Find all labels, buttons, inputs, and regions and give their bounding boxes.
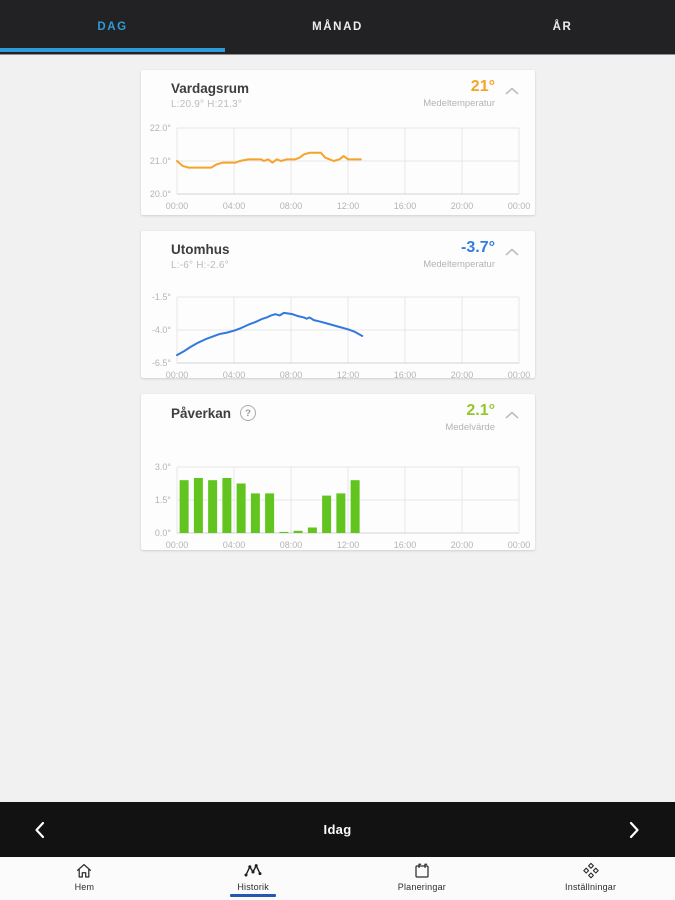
chevron-up-icon[interactable] — [505, 407, 519, 419]
average-value-label: Medeltemperatur — [423, 259, 495, 270]
average-value-label: Medeltemperatur — [423, 98, 495, 109]
chevron-right-icon — [629, 821, 639, 838]
chevron-up-icon[interactable] — [505, 244, 519, 256]
tab-dag[interactable]: DAG — [0, 0, 225, 54]
svg-text:00:00: 00:00 — [508, 370, 531, 380]
day-selector-bar: Idag — [0, 802, 675, 857]
tab-manad-label: MÅNAD — [312, 21, 363, 33]
tab-ar-label: ÅR — [552, 21, 573, 33]
nav-item-planeringar[interactable]: Planeringar — [338, 861, 507, 897]
next-day-button[interactable] — [629, 821, 641, 839]
nav-label: Inställningar — [565, 882, 617, 892]
svg-text:-4.0°: -4.0° — [152, 325, 172, 335]
svg-text:16:00: 16:00 — [394, 540, 417, 550]
settings-icon — [582, 862, 599, 879]
svg-text:08:00: 08:00 — [280, 540, 303, 550]
svg-text:00:00: 00:00 — [166, 201, 189, 211]
svg-text:16:00: 16:00 — [394, 201, 417, 211]
svg-text:04:00: 04:00 — [223, 370, 246, 380]
svg-text:04:00: 04:00 — [223, 540, 246, 550]
card-title-row: Påverkan ? — [171, 405, 257, 421]
svg-text:00:00: 00:00 — [508, 201, 531, 211]
chevron-up-icon[interactable] — [505, 83, 519, 95]
card-utomhus: Utomhus L:-6° H:-2.6° -3.7° Medeltempera… — [141, 231, 535, 380]
previous-day-button[interactable] — [34, 821, 46, 839]
average-value: 21° — [470, 78, 495, 95]
card-summary: 2.1° Medelvärde — [445, 402, 495, 433]
paverkan-chart: 00:00 04:00 08:00 12:00 16:00 20:00 00:00 3.0° 1… — [143, 461, 533, 562]
utomhus-chart: 00:00 04:00 08:00 12:00 16:00 20:00 00:00 -1.5°… — [143, 291, 533, 392]
svg-text:20:00: 20:00 — [451, 540, 474, 550]
help-icon[interactable]: ? — [240, 405, 257, 421]
nav-active-underline — [399, 894, 445, 897]
nav-label: Hem — [74, 882, 95, 892]
average-value-label: Medelvärde — [445, 422, 495, 433]
svg-text:04:00: 04:00 — [223, 201, 246, 211]
tab-manad[interactable]: MÅNAD — [225, 0, 450, 54]
average-value: 2.1° — [466, 402, 495, 419]
nav-item-hem[interactable]: Hem — [0, 861, 169, 897]
home-icon — [77, 863, 92, 878]
svg-text:20:00: 20:00 — [451, 201, 474, 211]
card-title: Vardagsrum — [171, 81, 250, 96]
card-summary: 21° Medeltemperatur — [423, 78, 495, 109]
nav-item-installningar[interactable]: Inställningar — [506, 861, 675, 897]
card-low-high: L:-6° H:-2.6° — [171, 260, 229, 271]
svg-text:12:00: 12:00 — [337, 370, 360, 380]
svg-text:1.5°: 1.5° — [155, 495, 172, 505]
card-paverkan: Påverkan ? 2.1° Medelvärde 00:00 04:00 08:… — [141, 394, 535, 550]
activity-icon — [244, 864, 262, 877]
svg-text:20:00: 20:00 — [451, 370, 474, 380]
nav-active-underline — [568, 894, 614, 897]
current-day-label: Idag — [323, 822, 352, 837]
card-low-high: L:20.9° H:21.3° — [171, 99, 243, 110]
tab-ar[interactable]: ÅR — [450, 0, 675, 54]
calendar-icon — [415, 863, 429, 878]
chevron-left-icon — [35, 821, 45, 838]
svg-text:00:00: 00:00 — [508, 540, 531, 550]
nav-label: Historik — [237, 882, 269, 892]
nav-active-underline — [230, 894, 277, 897]
nav-item-historik[interactable]: Historik — [169, 861, 338, 897]
card-title: Påverkan — [171, 405, 232, 421]
svg-text:08:00: 08:00 — [280, 370, 303, 380]
vardagsrum-chart: 00:00 04:00 08:00 12:00 16:00 20:00 00:00 22.0°… — [143, 122, 533, 223]
card-title: Utomhus — [171, 242, 230, 257]
card-summary: -3.7° Medeltemperatur — [423, 239, 495, 270]
svg-text:21.0°: 21.0° — [150, 156, 172, 166]
svg-text:00:00: 00:00 — [166, 540, 189, 550]
svg-text:08:00: 08:00 — [280, 201, 303, 211]
svg-text:-6.5°: -6.5° — [152, 358, 172, 368]
nav-label: Planeringar — [397, 882, 446, 892]
average-value: -3.7° — [461, 239, 495, 256]
svg-text:-1.5°: -1.5° — [152, 292, 172, 302]
svg-text:0.0°: 0.0° — [155, 528, 172, 538]
svg-text:22.0°: 22.0° — [150, 123, 172, 133]
period-tabbar: DAG MÅNAD ÅR — [0, 0, 675, 55]
nav-active-underline — [61, 894, 107, 897]
svg-text:20.0°: 20.0° — [150, 189, 172, 199]
card-vardagsrum: Vardagsrum L:20.9° H:21.3° 21° Medeltemp… — [141, 70, 535, 215]
svg-text:00:00: 00:00 — [166, 370, 189, 380]
svg-text:12:00: 12:00 — [337, 540, 360, 550]
svg-text:3.0°: 3.0° — [155, 462, 172, 472]
svg-text:16:00: 16:00 — [394, 370, 417, 380]
tab-dag-label: DAG — [97, 21, 128, 33]
svg-text:12:00: 12:00 — [337, 201, 360, 211]
active-tab-indicator — [0, 48, 225, 52]
bottom-navigation: Hem Historik Planeringar — [0, 857, 675, 900]
